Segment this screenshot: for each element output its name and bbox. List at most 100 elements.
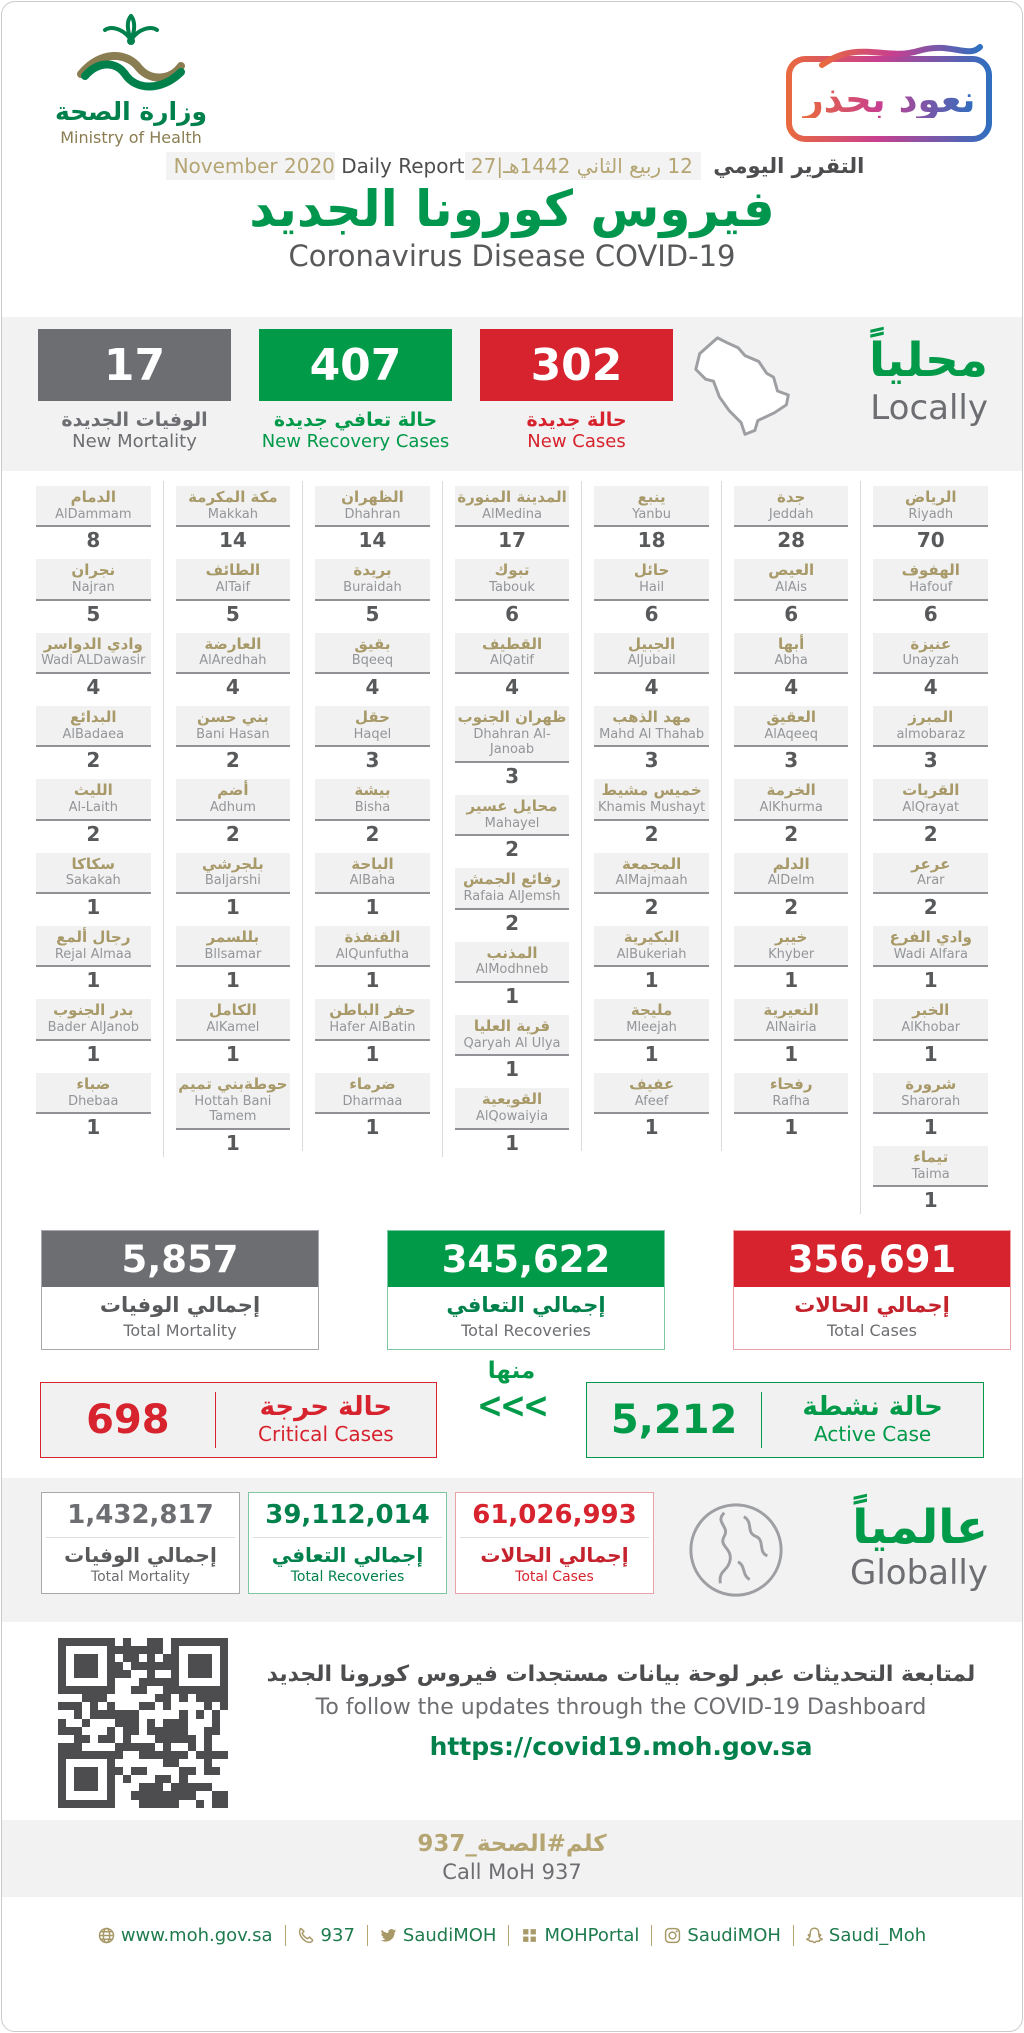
city-value: 3 bbox=[784, 748, 799, 773]
city-value: 28 bbox=[777, 528, 806, 553]
city-value: 6 bbox=[505, 601, 519, 626]
city-name-box: البكيرية AlBukeriah bbox=[594, 926, 709, 968]
city-value: 1 bbox=[505, 984, 519, 1008]
footer-link[interactable]: SaudiMOH bbox=[651, 1924, 793, 1946]
phone-icon bbox=[298, 1927, 315, 1944]
city-column: مكة المكرمة Makkah 14 الطائف AlTaif 5 العارضة A… bbox=[162, 481, 303, 1157]
city-name-box: ضرماء Dharmaa bbox=[315, 1072, 430, 1115]
city-cell: حوطةبني تميم Hottah Bani Tamem 1 bbox=[175, 1072, 291, 1157]
city-value: 1 bbox=[86, 895, 101, 920]
city-name-box: حائل Hail bbox=[594, 559, 709, 601]
footer-link[interactable]: Saudi_Moh bbox=[792, 1924, 938, 1946]
city-cell: الرياض Riyadh 70 bbox=[873, 486, 989, 554]
city-name-ar: الكامل bbox=[208, 1001, 257, 1020]
city-value: 5 bbox=[225, 601, 240, 626]
city-name-ar: حفر الباطن bbox=[329, 1001, 416, 1020]
city-name-ar: وادي الدواسر bbox=[43, 634, 143, 653]
city-name-ar: مكة المكرمة bbox=[188, 488, 278, 506]
city-cell: المذنب AlModhneb 1 bbox=[454, 941, 570, 1010]
city-name-ar: قرية العليا bbox=[473, 1017, 551, 1035]
city-name-ar: القنفذة bbox=[344, 928, 401, 947]
footer-link-text: SaudiMOH bbox=[402, 1924, 497, 1946]
date-line: التقرير اليومي 12 ربيع الثاني 1442هـ|27 … bbox=[2, 152, 1022, 180]
city-name-ar: ضرماء bbox=[349, 1074, 396, 1093]
city-name-en: Tabouk bbox=[489, 580, 535, 596]
city-name-box: المذنب AlModhneb bbox=[454, 941, 570, 983]
city-value: 17 bbox=[498, 528, 526, 553]
city-name-box: الدلم AlDelm bbox=[733, 852, 849, 895]
city-name-ar: تيماء bbox=[913, 1148, 949, 1167]
city-name-ar: ينبع bbox=[637, 488, 666, 506]
city-name-box: مليجة Mleejah bbox=[594, 999, 709, 1041]
city-cell: بدر الجنوب Bader AlJanob 1 bbox=[36, 999, 151, 1067]
city-value: 2 bbox=[644, 821, 659, 846]
grid-icon bbox=[521, 1927, 538, 1944]
city-name-ar: مهد الذهب bbox=[612, 708, 691, 727]
local-stats: 17 الوفيات الجديدة New Mortality 407 حالة تع… bbox=[38, 329, 673, 452]
total-label-ar: إجمالي الحالات bbox=[794, 1293, 950, 1318]
saudi-map-icon bbox=[682, 327, 810, 461]
dashboard-url-link[interactable]: https://covid19.moh.gov.sa bbox=[429, 1731, 813, 1761]
city-name-en: Arar bbox=[916, 873, 945, 889]
total-value: 5,857 bbox=[42, 1231, 318, 1288]
city-value: 2 bbox=[225, 748, 240, 773]
city-name-ar: العيص bbox=[768, 561, 815, 580]
city-cell: ظهران الجنوب Dhahran Al-Janoab 3 bbox=[454, 706, 570, 790]
badge-text: نعود بحذر bbox=[802, 77, 976, 121]
city-cell: العقيق AlAqeeq 3 bbox=[733, 706, 849, 774]
city-name-ar: رجال ألمع bbox=[56, 928, 131, 947]
city-value: 2 bbox=[225, 821, 240, 846]
city-value: 4 bbox=[784, 675, 799, 700]
total-box-gray: 5,857 إجمالي الوفيات Total Mortality bbox=[41, 1230, 319, 1350]
footer-link[interactable]: SaudiMOH bbox=[366, 1924, 509, 1946]
city-name-en: Dharmaa bbox=[342, 1093, 403, 1109]
local-stat-green: 407 حالة تعافي جديدة New Recovery Cases bbox=[259, 329, 452, 452]
city-name-en: Khyber bbox=[768, 946, 815, 962]
city-value: 8 bbox=[86, 528, 101, 553]
footer-links: www.moh.gov.sa 937 SaudiMOH MOHPortal SaudiM… bbox=[86, 1924, 938, 1946]
city-value: 3 bbox=[923, 748, 938, 773]
city-cell: الدمام AlDammam 8 bbox=[36, 486, 151, 554]
totals-row: 5,857 إجمالي الوفيات Total Mortality 345,62… bbox=[41, 1230, 1022, 1350]
city-cell: الدلم AlDelm 2 bbox=[733, 852, 849, 921]
footer-link[interactable]: www.moh.gov.sa bbox=[86, 1925, 285, 1946]
critical-label-ar: حالة حرجة bbox=[259, 1392, 393, 1423]
city-name-ar: خميس مشيط bbox=[601, 781, 702, 800]
footer-link[interactable]: MOHPortal bbox=[508, 1924, 651, 1946]
city-name-en: Dhahran bbox=[344, 506, 401, 522]
city-name-box: حفر الباطن Hafer AlBatin bbox=[315, 999, 430, 1041]
city-name-box: بريدة Buraidah bbox=[315, 559, 430, 601]
stat-label-en: New Cases bbox=[527, 430, 626, 452]
city-name-en: Khamis Mushayt bbox=[598, 800, 706, 816]
global-heading: عالمياً Globally bbox=[850, 1504, 988, 1593]
city-name-box: خميس مشيط Khamis Mushayt bbox=[594, 779, 709, 821]
stat-value: 407 bbox=[259, 329, 452, 401]
city-cell: تيماء Taima 1 bbox=[873, 1146, 989, 1214]
city-name-box: وادي الدواسر Wadi ALDawasir bbox=[36, 632, 151, 675]
city-value: 1 bbox=[923, 1115, 938, 1140]
city-value: 1 bbox=[225, 1041, 240, 1066]
city-value: 1 bbox=[225, 895, 240, 920]
city-name-ar: الدمام bbox=[70, 488, 116, 506]
city-column: الدمام AlDammam 8 نجران Najran 5 وادي الدواسر W… bbox=[24, 481, 163, 1151]
city-cell: وادي الفرع Wadi Alfara 1 bbox=[873, 926, 989, 994]
city-name-en: AlQatif bbox=[490, 653, 535, 669]
city-cell: نجران Najran 5 bbox=[36, 559, 151, 627]
cities-table: الدمام AlDammam 8 نجران Najran 5 وادي الدواسر W… bbox=[24, 481, 1000, 1215]
city-name-box: بدر الجنوب Bader AlJanob bbox=[36, 999, 151, 1041]
city-name-en: Sharorah bbox=[901, 1093, 961, 1109]
city-name-ar: عفيف bbox=[629, 1074, 675, 1093]
city-name-box: قرية العليا Qaryah Al Ulya bbox=[454, 1015, 570, 1057]
badge-inner: نعود بحذر bbox=[792, 62, 986, 136]
active-labels: حالة نشطة Active Case bbox=[762, 1393, 983, 1446]
city-cell: البكيرية AlBukeriah 1 bbox=[594, 926, 709, 994]
footer-link[interactable]: 937 bbox=[284, 1924, 367, 1946]
total-box-green: 345,622 إجمالي التعافي Total Recoveries bbox=[387, 1230, 665, 1350]
city-value: 14 bbox=[218, 528, 247, 553]
city-name-ar: بدر الجنوب bbox=[53, 1001, 134, 1020]
city-name-en: AlMedina bbox=[482, 506, 542, 522]
city-name-ar: المجمعة bbox=[621, 854, 682, 873]
city-name-ar: سكاكا bbox=[71, 854, 116, 873]
city-name-ar: الباحة bbox=[351, 854, 394, 873]
city-name-box: عنيزة Unayzah bbox=[873, 632, 989, 675]
